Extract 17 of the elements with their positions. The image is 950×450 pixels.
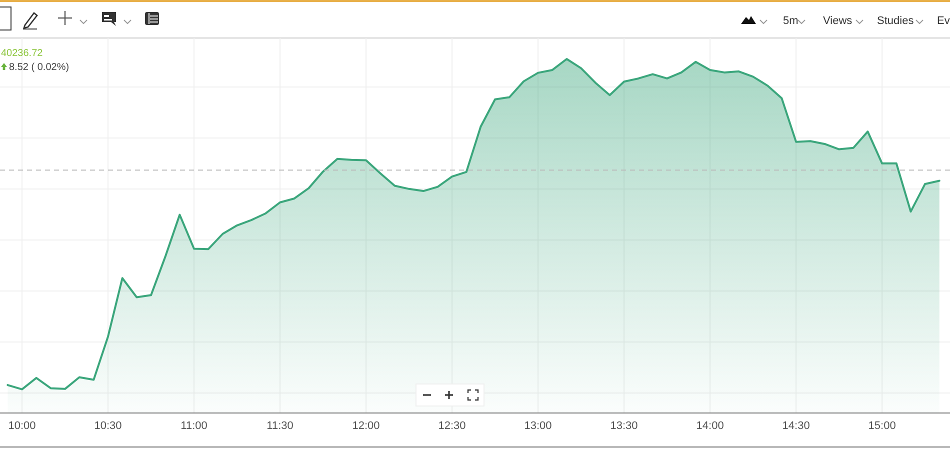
x-tick-label: 13:00	[524, 420, 552, 432]
x-tick-label: 15:00	[868, 420, 896, 432]
x-tick-label: 14:30	[782, 420, 810, 432]
annotation: 8.52 ( 0.02%)	[9, 62, 70, 73]
text: 40236.72	[1, 48, 44, 59]
x-tick-label: 10:30	[94, 420, 122, 432]
x-tick-label: 14:00	[696, 420, 724, 432]
x-tick-label: 11:00	[180, 420, 208, 432]
x-tick-label: 12:30	[438, 420, 466, 432]
x-tick-label: 12:00	[352, 420, 380, 432]
x-tick-label: 13:30	[610, 420, 638, 432]
x-tick-label: 11:30	[266, 420, 294, 432]
text: Studies	[877, 15, 914, 27]
text: Ev	[937, 15, 950, 27]
x-tick-label: 10:00	[8, 420, 36, 432]
text: Views	[823, 15, 853, 27]
text: 5m	[783, 15, 798, 27]
